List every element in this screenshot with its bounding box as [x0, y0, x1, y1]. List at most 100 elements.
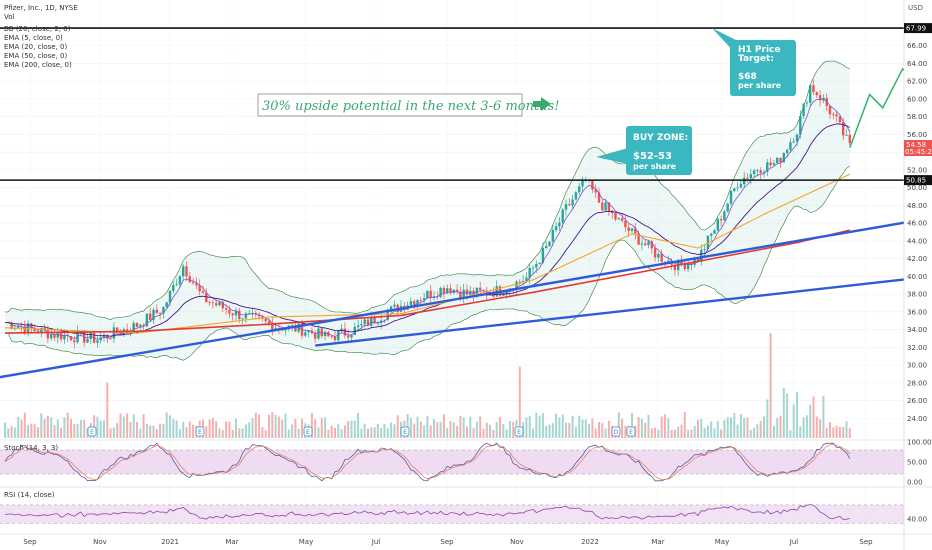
volume-bar: [475, 421, 478, 438]
volume-bar: [812, 396, 815, 438]
volume-bar: [449, 421, 452, 438]
indicator-ema200[interactable]: EMA (200, close, 0): [4, 61, 72, 69]
rsi-band: [0, 504, 904, 524]
buy-unit: per share: [633, 162, 677, 171]
horizontal-levels[interactable]: [0, 27, 904, 181]
volume-bar: [829, 422, 831, 438]
candle-body: [528, 268, 531, 278]
volume-bar: [165, 412, 168, 438]
volume-bar: [185, 427, 188, 438]
volume-bar: [27, 425, 30, 438]
volume-bar: [221, 429, 224, 438]
volume-bar: [30, 423, 33, 438]
candle-body: [716, 219, 719, 231]
volume-bar: [591, 418, 594, 438]
volume-bar: [360, 428, 363, 438]
price-pane[interactable]: E E E E E D E Pfizer, Inc., 1D, NYSE Vol BB (2…: [0, 0, 932, 534]
volume-bar: [53, 425, 56, 438]
volume-bar: [327, 429, 330, 438]
indicator-bb[interactable]: BB (20, close, 2, 0): [4, 25, 71, 33]
volume-bar: [528, 416, 531, 438]
rsi-pane[interactable]: 40.00 RSI (14, close): [0, 486, 932, 524]
volume-bar: [730, 417, 732, 438]
time-axis[interactable]: Sep Nov 2021 Mar May Jul Sep Nov 2022 Mar May Jul Se…: [0, 533, 932, 546]
candle-body: [518, 281, 521, 283]
candle-body: [644, 243, 647, 246]
stoch-label[interactable]: Stoch (14, 3, 3): [4, 444, 58, 452]
dividend-marker[interactable]: D: [611, 426, 621, 437]
volume-bar: [512, 422, 515, 438]
volume-bar: [112, 427, 115, 438]
volume-bar: [835, 425, 838, 438]
candle-body: [175, 284, 178, 286]
earnings-marker[interactable]: E: [514, 426, 524, 437]
earnings-marker[interactable]: E: [626, 426, 636, 437]
candle-body: [766, 162, 769, 172]
volume-bar: [251, 417, 254, 438]
volume-bar: [40, 413, 43, 438]
volume-bar: [660, 416, 663, 438]
candle-body: [162, 306, 165, 314]
candle-body: [502, 294, 505, 296]
volume-bar: [706, 425, 709, 438]
price-tick-label: 36.00: [907, 308, 927, 316]
volume-bar: [291, 424, 294, 438]
volume-bar: [396, 415, 399, 438]
candle-body: [360, 324, 363, 326]
price-axis[interactable]: USD 24.00 26.00 28.00 30.00 32.00 34.00 36.00 3…: [903, 0, 932, 550]
volume-bar: [466, 426, 468, 438]
indicator-ema50[interactable]: EMA (50, close, 0): [4, 52, 67, 60]
earnings-marker[interactable]: E: [303, 426, 313, 437]
earnings-marker[interactable]: E: [87, 426, 97, 437]
candle-body: [538, 262, 541, 265]
candle-body: [545, 245, 548, 249]
indicator-ema20[interactable]: EMA (20, close, 0): [4, 43, 67, 51]
volume-bar: [594, 428, 597, 438]
volume-bar: [462, 417, 465, 438]
volume-bar: [640, 418, 643, 438]
volume-bar: [208, 419, 211, 438]
volume-bar: [178, 429, 181, 438]
headline-arrow-icon: [533, 97, 551, 111]
volume-bar: [149, 425, 152, 438]
earnings-marker[interactable]: E: [400, 426, 410, 437]
candle-body: [719, 219, 723, 221]
volume-bar: [502, 424, 505, 438]
volume-bar: [459, 415, 462, 438]
candle-body: [749, 174, 752, 179]
volume-bar: [367, 428, 369, 438]
price-tick-label: 50.00: [907, 184, 927, 192]
indicator-ema5[interactable]: EMA (5, close, 0): [4, 34, 63, 42]
candle-body: [419, 299, 422, 301]
buy-zone-callout: BUY ZONE: $52-53 per share: [596, 126, 692, 175]
volume-bar: [809, 404, 812, 438]
candle-body: [703, 249, 706, 250]
volume-bar: [825, 427, 828, 438]
trendlines[interactable]: [0, 153, 932, 382]
trendline[interactable]: [0, 153, 932, 382]
candle-body: [343, 328, 347, 336]
candle-body: [521, 281, 525, 282]
buy-title: BUY ZONE:: [633, 133, 688, 143]
volume-bar: [739, 414, 742, 438]
candle-body: [320, 328, 323, 337]
volume-bar: [568, 423, 571, 438]
candle-body: [729, 191, 733, 204]
rsi-label[interactable]: RSI (14, close): [4, 491, 55, 499]
volume-bar: [79, 419, 82, 438]
candle-body: [838, 116, 842, 122]
volume-bar: [558, 417, 561, 438]
candle-body: [789, 142, 792, 150]
candle-body: [561, 209, 564, 223]
candle-body: [17, 326, 20, 329]
volume-bar: [815, 416, 818, 438]
earnings-marker[interactable]: E: [195, 426, 205, 437]
volume-bar: [393, 424, 396, 438]
candle-body: [267, 321, 271, 324]
target-title-2: Target:: [738, 54, 774, 64]
stochastic-pane[interactable]: 0.00 50.00 100.00 Stoch (14, 3, 3): [0, 439, 932, 487]
volume-bar: [93, 415, 96, 438]
trendline[interactable]: [315, 234, 932, 347]
